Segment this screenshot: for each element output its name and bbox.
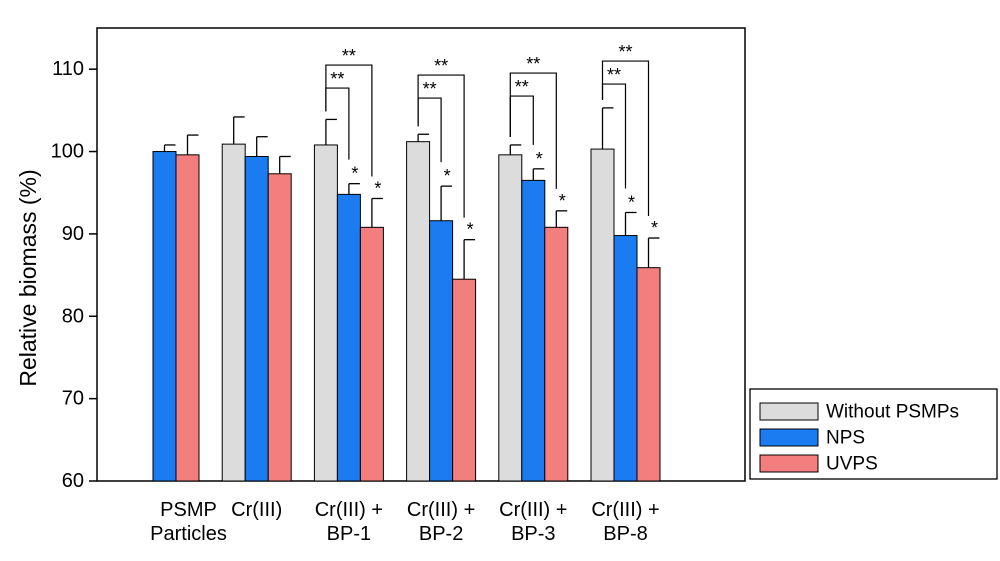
significance-bracket-label: ** bbox=[515, 77, 529, 97]
bar-nps-0 bbox=[152, 151, 177, 482]
y-tick-label: 80 bbox=[62, 305, 84, 327]
bar-uvps-5 bbox=[636, 267, 661, 482]
bar-uvps-2 bbox=[359, 226, 384, 482]
bar-uvps-3 bbox=[452, 278, 477, 482]
x-category-label-line: PSMP bbox=[160, 499, 217, 521]
significance-bracket bbox=[417, 74, 465, 218]
x-category-label-line: BP-8 bbox=[603, 523, 647, 545]
significance-annotations: ****** ****************** bbox=[325, 42, 658, 240]
bar-nps-2 bbox=[336, 193, 361, 482]
bar-nps-5 bbox=[613, 235, 638, 482]
bar-nps-3 bbox=[429, 220, 454, 482]
significance-bracket bbox=[601, 60, 650, 217]
significance-star: * bbox=[444, 166, 451, 186]
legend-label: UVPS bbox=[826, 454, 878, 475]
bar-without-psmps-5 bbox=[590, 148, 615, 482]
legend: Without PSMPs NPS UVPS bbox=[749, 388, 998, 480]
significance-star: * bbox=[374, 178, 381, 198]
legend-swatch-nps bbox=[759, 428, 819, 447]
x-category-label-line: BP-2 bbox=[419, 523, 463, 545]
significance-star: * bbox=[467, 220, 474, 240]
x-category-label-line: Cr(III) + bbox=[499, 499, 567, 521]
x-category-label-line: Cr(III) + bbox=[315, 499, 383, 521]
significance-bracket-label: ** bbox=[607, 65, 621, 85]
significance-star: * bbox=[559, 191, 566, 211]
x-category-label-line: Cr(III) + bbox=[591, 499, 659, 521]
y-tick-label: 60 bbox=[62, 470, 84, 492]
y-tick-label: 90 bbox=[62, 223, 84, 245]
bar-without-psmps-3 bbox=[406, 141, 431, 482]
y-tick-label: 110 bbox=[52, 58, 84, 80]
significance-bracket bbox=[509, 95, 534, 145]
x-category-label-line: BP-1 bbox=[327, 523, 371, 545]
bar-uvps-4 bbox=[544, 226, 569, 482]
x-category-label: Cr(III) + BP-8 bbox=[591, 499, 659, 545]
x-category-label-line: Cr(III) + bbox=[407, 499, 475, 521]
y-tick-label: 100 bbox=[51, 141, 84, 163]
significance-bracket-label: ** bbox=[434, 56, 448, 76]
significance-bracket-label: ** bbox=[526, 54, 540, 74]
significance-bracket bbox=[325, 64, 373, 177]
significance-bracket-label: ** bbox=[330, 69, 344, 89]
y-axis-title: Relative biomass (%) bbox=[15, 169, 41, 386]
significance-bracket-label: ** bbox=[342, 46, 356, 66]
significance-bracket-label: ** bbox=[423, 79, 437, 99]
legend-label: NPS bbox=[826, 428, 865, 449]
bar-nps-1 bbox=[244, 155, 269, 482]
legend-swatch-uvps bbox=[759, 454, 819, 473]
x-category-label: Cr(III) + BP-2 bbox=[407, 499, 475, 545]
bar-without-psmps-1 bbox=[221, 143, 246, 482]
x-category-label: Cr(III) + BP-1 bbox=[315, 499, 383, 545]
bar-without-psmps-2 bbox=[313, 144, 338, 482]
error-bars bbox=[163, 107, 660, 280]
bar-uvps-0 bbox=[175, 154, 200, 482]
bar-without-psmps-4 bbox=[498, 154, 523, 482]
legend-swatch-without-psmps bbox=[759, 402, 819, 421]
x-category-label-line: Particles bbox=[150, 523, 227, 545]
x-category-label: Cr(III) bbox=[231, 499, 282, 521]
significance-bracket-label: ** bbox=[618, 42, 632, 62]
bars bbox=[152, 141, 661, 482]
significance-star: * bbox=[628, 192, 635, 212]
significance-star: * bbox=[351, 164, 358, 184]
y-tick-label: 70 bbox=[62, 388, 84, 410]
x-category-label: PSMP Particles bbox=[150, 499, 227, 545]
x-category-label: Cr(III) + BP-3 bbox=[499, 499, 567, 545]
y-axis: 60 70 80 90 100 110 bbox=[51, 58, 97, 492]
significance-star: * bbox=[651, 218, 658, 238]
legend-label: Without PSMPs bbox=[826, 402, 959, 423]
bar-nps-4 bbox=[521, 179, 546, 482]
x-category-label-line: Cr(III) bbox=[231, 499, 282, 521]
significance-star: * bbox=[536, 149, 543, 169]
x-category-label-line: BP-3 bbox=[511, 523, 555, 545]
bar-uvps-1 bbox=[267, 173, 292, 482]
significance-bracket bbox=[509, 72, 557, 189]
